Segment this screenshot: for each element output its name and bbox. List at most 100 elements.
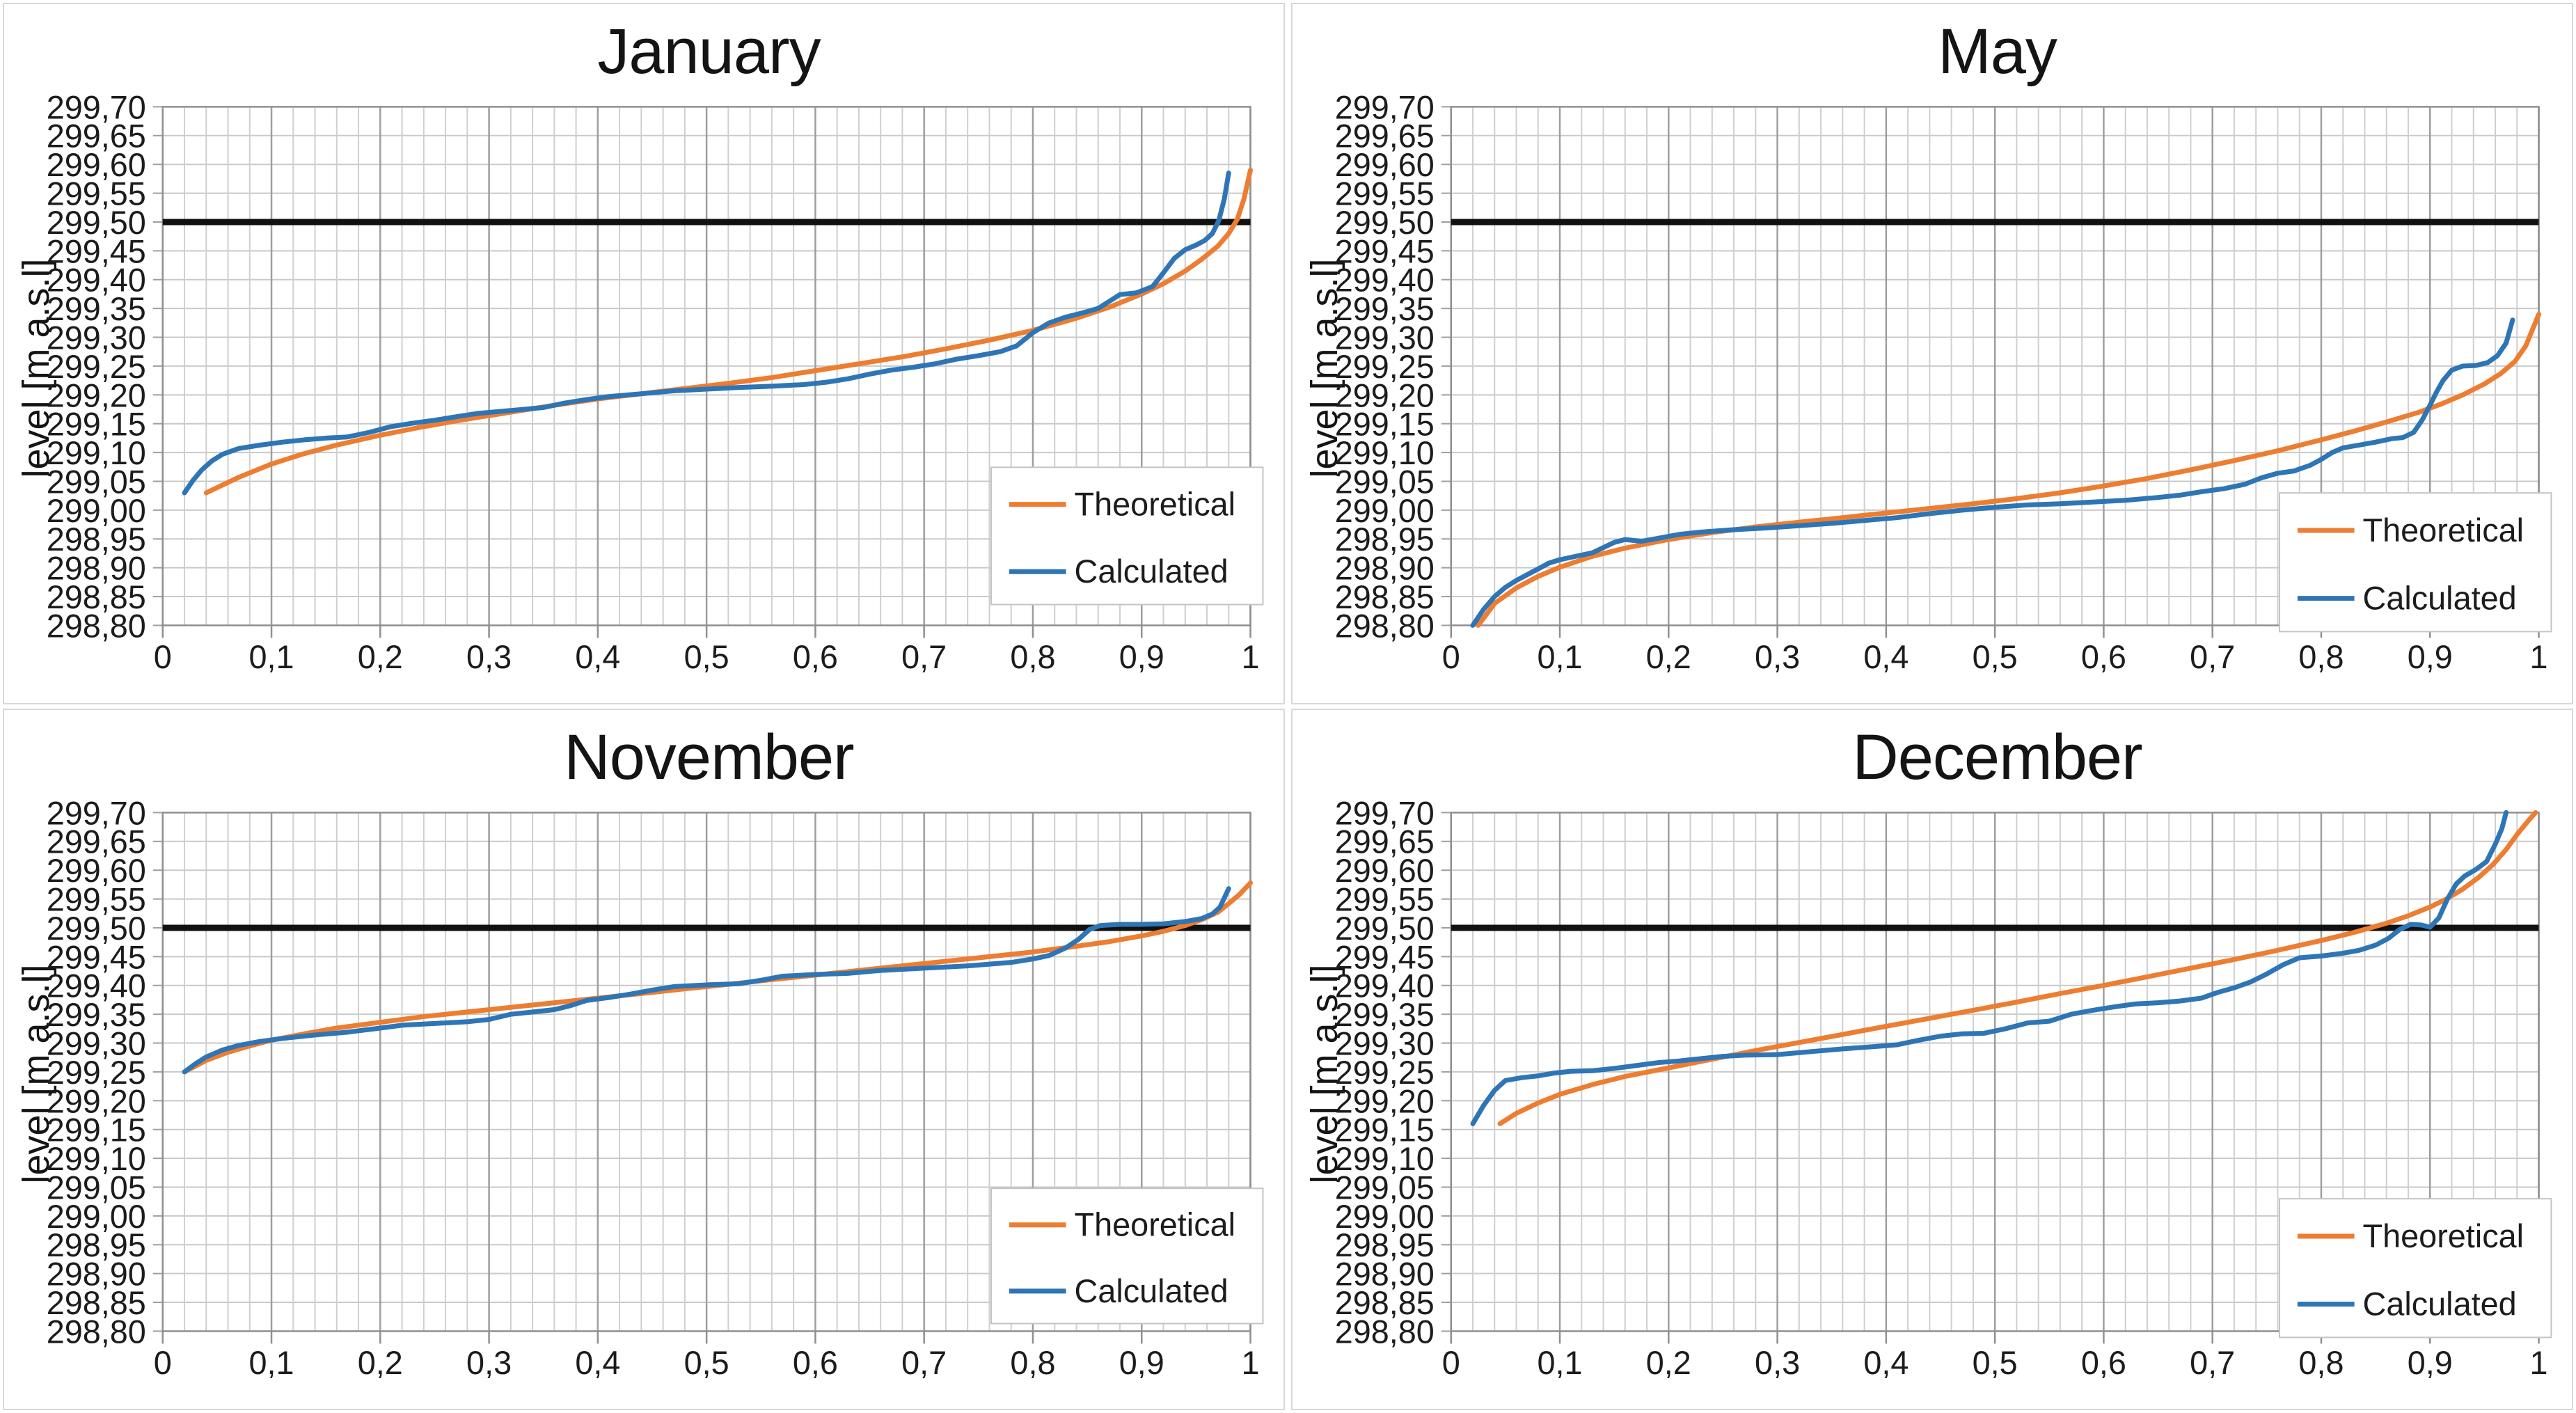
x-tick-label: 0,8: [1010, 1345, 1055, 1381]
x-tick-label: 0,6: [793, 639, 838, 675]
y-tick-label: 299,00: [1335, 1199, 1435, 1235]
x-tick-label: 0,1: [249, 639, 294, 675]
theoretical-line: [203, 167, 1254, 496]
y-tick-label: 298,90: [47, 551, 146, 587]
y-tick-label: 298,95: [1335, 521, 1435, 558]
x-tick-label: 0,9: [2408, 639, 2453, 675]
x-tick-labels: 0 0,1 0,2 0,3 0,4 0,5 0,6 0,7 0,8 0,9 1: [154, 1345, 1260, 1381]
x-tick-label: 0,3: [466, 1345, 512, 1381]
x-tick-label: 0,8: [1010, 639, 1055, 675]
y-tick-label: 299,05: [47, 464, 146, 500]
calculated-line: [182, 171, 1231, 496]
y-tick-label: 299,65: [1335, 118, 1435, 155]
x-tick-label: 0,4: [575, 639, 620, 675]
x-tick-label: 0,1: [1538, 1345, 1583, 1381]
y-tick-label: 299,20: [1335, 1083, 1435, 1119]
chart-title: December: [1852, 722, 2142, 793]
y-tick-label: 299,55: [1335, 882, 1435, 918]
y-tick-label: 299,30: [1335, 319, 1435, 356]
y-tick-label: 299,25: [1335, 1055, 1435, 1091]
y-tick-label: 299,35: [1335, 291, 1435, 327]
x-tick-label: 0,6: [793, 1345, 838, 1381]
y-tick-label: 299,15: [47, 406, 146, 443]
x-tick-labels: 0 0,1 0,2 0,3 0,4 0,5 0,6 0,7 0,8 0,9 1: [1442, 1345, 2548, 1381]
y-tick-label: 298,80: [1335, 1313, 1435, 1350]
y-tick-label: 299,25: [1335, 349, 1435, 385]
x-tick-label: 0: [1442, 1345, 1460, 1381]
vertical-minor-gridlines: [184, 812, 1230, 1332]
x-tick-label: 0,3: [1755, 1345, 1800, 1381]
legend-box: [990, 466, 1264, 606]
y-tick-label: 299,55: [47, 176, 146, 212]
y-tick-label: 298,90: [47, 1256, 146, 1293]
x-tick-label: 0,6: [2081, 1345, 2126, 1381]
y-tick-label: 299,15: [1335, 1112, 1435, 1148]
y-tick-label: 299,15: [47, 1112, 146, 1148]
legend-box: [990, 1187, 1264, 1325]
x-tick-label: 0,7: [901, 639, 947, 675]
chart-panel-january: January level [m a.s.l] Theoretical Calcu…: [3, 3, 1285, 704]
legend: Theoretical Calculated: [2279, 492, 2552, 633]
y-tick-label: 299,45: [47, 233, 146, 269]
legend: Theoretical Calculated: [2279, 1198, 2552, 1339]
plot-area-january: TheoreticalCalculated299,70299,65299,602…: [47, 89, 1264, 675]
y-tick-label: 299,30: [47, 1025, 146, 1061]
legend: Theoretical Calculated: [990, 1187, 1264, 1325]
y-tick-label: 299,60: [47, 853, 146, 889]
x-tick-label: 1: [1242, 1345, 1260, 1381]
y-tick-label: 299,35: [47, 291, 146, 327]
y-tick-label: 299,45: [1335, 233, 1435, 269]
y-tick-label: 299,05: [1335, 1169, 1435, 1206]
x-tick-label: 1: [1242, 639, 1260, 675]
chart-panel-november: November level [m a.s.l] Theoretical Calc…: [3, 709, 1285, 1410]
y-tick-label: 299,55: [47, 882, 146, 918]
y-tick-label: 299,35: [47, 997, 146, 1033]
plot-border: [1450, 812, 2540, 1332]
vertical-minor-gridlines: [1472, 106, 2518, 626]
y-tick-label: 299,15: [1335, 406, 1435, 443]
y-tick-label: 299,65: [47, 118, 146, 155]
y-tick-label: 298,90: [1335, 551, 1435, 587]
y-tick-label: 299,30: [47, 319, 146, 356]
y-tick-label: 299,10: [1335, 1141, 1435, 1177]
x-tick-label: 0,4: [1863, 1345, 1909, 1381]
y-tick-label: 299,40: [47, 262, 146, 299]
x-tick-label: 0,2: [358, 1345, 403, 1381]
legend-box: [2279, 492, 2552, 633]
plot-area-november: TheoreticalCalculated299,70299,65299,602…: [47, 795, 1264, 1381]
x-tick-label: 0,2: [1646, 1345, 1691, 1381]
calculated-line: [1470, 810, 2509, 1126]
y-tick-label: 298,80: [47, 608, 146, 644]
x-tick-label: 0: [1442, 639, 1460, 675]
x-tick-label: 0,4: [575, 1345, 620, 1381]
legend: Theoretical Calculated: [990, 466, 1264, 606]
y-tick-label: 298,85: [47, 1285, 146, 1321]
legend-box: [2279, 1198, 2552, 1339]
x-tick-label: 0,3: [1755, 639, 1800, 675]
y-tick-label: 299,10: [47, 435, 146, 471]
y-tick-label: 299,50: [1335, 910, 1435, 947]
y-tick-label: 299,65: [47, 824, 146, 860]
y-tick-label: 299,60: [47, 147, 146, 183]
legend-label-calculated: Calculated: [1075, 553, 1228, 590]
y-tick-label: 299,45: [1335, 939, 1435, 975]
plot-border: [1450, 106, 2540, 626]
y-tick-labels: 299,70299,65299,60299,55299,50299,45299,…: [1335, 89, 1435, 644]
y-tick-label: 299,20: [47, 377, 146, 413]
y-tick-label: 299,50: [47, 205, 146, 241]
x-tick-labels: 0 0,1 0,2 0,3 0,4 0,5 0,6 0,7 0,8 0,9 1: [1442, 639, 2548, 675]
legend-label-theoretical: Theoretical: [1075, 487, 1236, 523]
x-tick-label: 0,1: [249, 1345, 294, 1381]
calculated-line: [182, 886, 1231, 1075]
y-tick-label: 299,70: [1335, 795, 1435, 831]
x-tick-label: 0,5: [684, 1345, 729, 1381]
x-tick-label: 0,5: [1973, 1345, 2018, 1381]
y-tick-label: 299,40: [47, 968, 146, 1004]
legend-label-theoretical: Theoretical: [1075, 1207, 1236, 1243]
legend-label-calculated: Calculated: [1075, 1273, 1228, 1309]
y-tick-label: 298,95: [1335, 1227, 1435, 1263]
y-tick-labels: 299,70299,65299,60299,55299,50299,45299,…: [1335, 795, 1435, 1350]
x-tick-label: 0,5: [684, 639, 729, 675]
